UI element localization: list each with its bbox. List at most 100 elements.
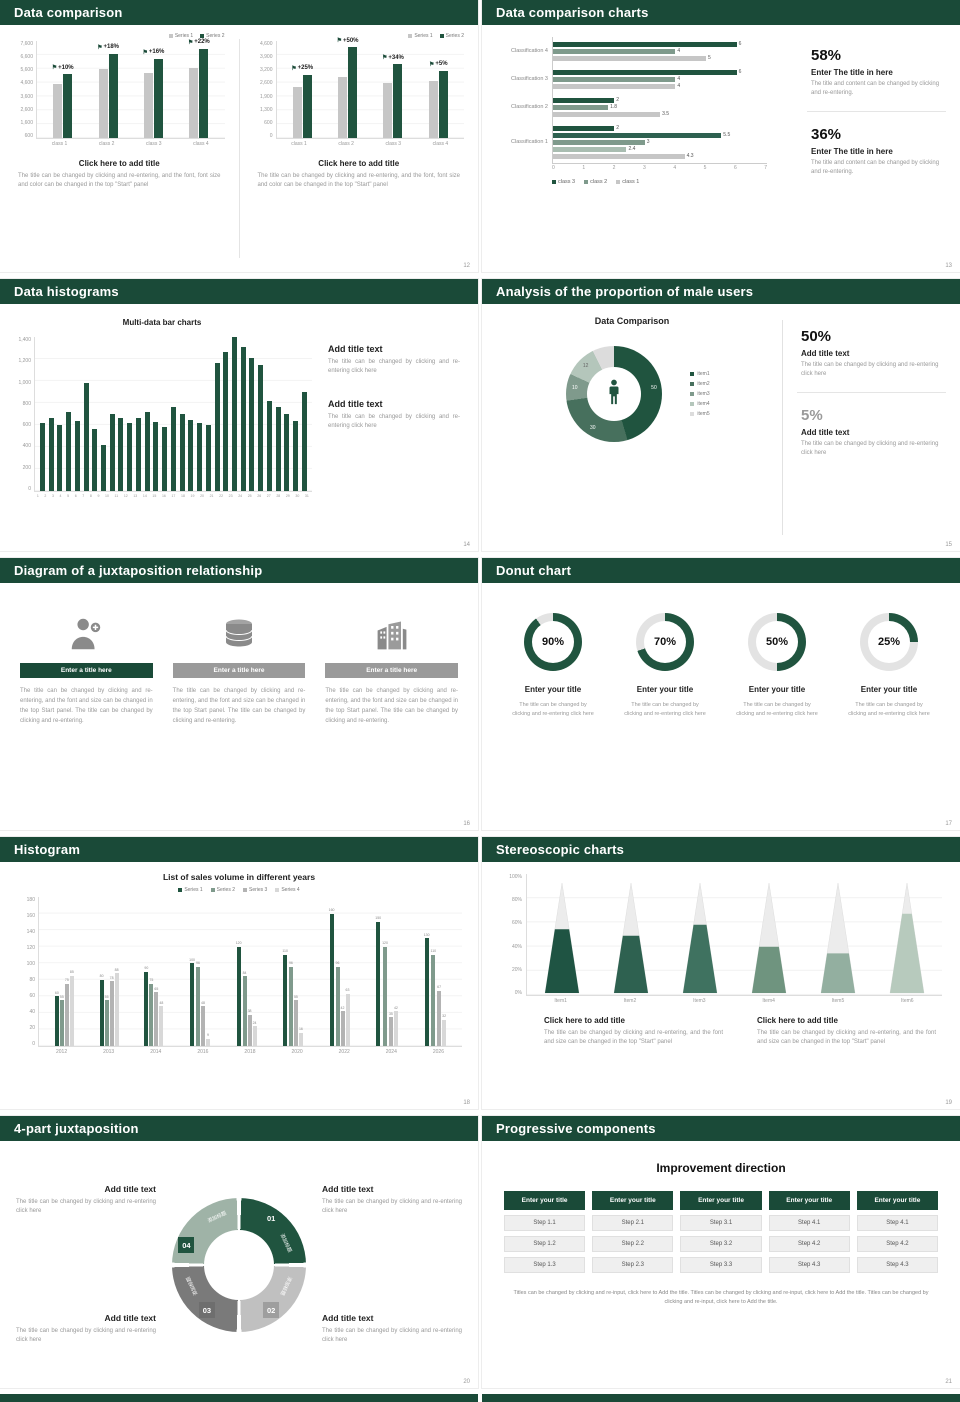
bar: [118, 418, 124, 491]
step-box: Step 4.1: [768, 1215, 850, 1231]
y-tick-label: 0: [32, 1041, 35, 1047]
bar-group: ⚑ +10%: [51, 41, 74, 138]
bar-group: [66, 337, 72, 491]
slide-title: Data comparison: [14, 5, 123, 20]
bar-wrap: [53, 41, 63, 138]
x-tick-label: 19: [190, 494, 195, 498]
bar-wrap: 42: [340, 897, 345, 1046]
bar-line: 5.5: [553, 132, 791, 138]
slide-title: Analysis of the proportion of male users: [496, 284, 754, 299]
x-tick-label: 2014: [150, 1049, 162, 1055]
donut-gauge: 90%: [524, 613, 582, 671]
cone: [751, 882, 787, 994]
y-tick-label: 600: [264, 119, 273, 126]
y-tick-label: 2,600: [259, 80, 273, 87]
slide-body: Data Comparison 50 30 10 12 item1 item2 item3…: [482, 304, 960, 551]
gauge-value: 25%: [868, 621, 910, 663]
slide-thumbnail-19[interactable]: Stereoscopic charts 100% 80% 60% 40% 20% 0% It…: [481, 836, 960, 1110]
bar: [275, 407, 281, 491]
bar-value-label: 75: [64, 978, 69, 983]
bar: [438, 70, 448, 138]
slide-thumbnail-21[interactable]: Progressive components Improvement direc…: [481, 1115, 960, 1389]
bar-group: [144, 337, 150, 491]
bar-wrap: [153, 337, 159, 491]
bar-line: 2: [553, 125, 791, 131]
slide-thumbnail-15[interactable]: Analysis of the proportion of male users…: [481, 278, 960, 552]
x-tick-label: 6: [74, 494, 77, 498]
grouped-bar-chart: 7,600 6,600 5,600 4,600 3,600 2,600 1,600 600 ⚑ +…: [14, 39, 225, 149]
legend-label: class 2: [590, 179, 608, 185]
donut-area: 50 30 10 12 item1 item2 item3 item4 item5: [482, 334, 782, 454]
gauge-block: 70% Enter your title The title can be ch…: [616, 613, 714, 830]
y-tick-label: 100%: [509, 874, 522, 880]
gauge-heading: Enter your title: [636, 685, 694, 694]
x-tick-label: 2012: [55, 1049, 68, 1055]
bar: [340, 1011, 345, 1046]
bar: [292, 87, 302, 138]
bar: [48, 418, 54, 491]
y-tick-label: 0%: [514, 989, 522, 996]
slide-thumbnail-14[interactable]: Data histograms Multi-data bar charts 1,…: [0, 278, 479, 552]
y-tick-label: 3,600: [20, 93, 33, 100]
chart-title: Multi-data bar charts: [122, 318, 202, 327]
x-axis: class 1 class 2 class 3 class 4: [36, 139, 225, 149]
bar-value-label: 110: [430, 949, 437, 954]
bar-value-label: 42: [393, 1005, 398, 1010]
bar-wrap: [109, 337, 115, 491]
slide-thumbnail-20[interactable]: 4-part juxtaposition Add title text The …: [0, 1115, 479, 1389]
bar-wrap: [240, 337, 246, 491]
gauge-value: 50%: [756, 621, 798, 663]
bar-group: [109, 337, 115, 491]
bar-group: 80 55 78 88: [99, 897, 119, 1046]
bar-wrap: 65: [154, 897, 159, 1046]
x-tick-label: class 2: [98, 141, 115, 147]
plot-area: ⚑ +10% ⚑ +18% ⚑ +16% ⚑ +22%: [36, 39, 225, 139]
stat-body: The title can be changed by clicking and…: [801, 362, 939, 378]
bar: [553, 83, 676, 89]
x-tick-label: 1: [36, 494, 39, 498]
bar-wrap: 80: [99, 897, 104, 1046]
slide-thumbnail-16[interactable]: Diagram of a juxtaposition relationship …: [0, 557, 479, 831]
bar-wrap: [162, 337, 168, 491]
bar-wrap: [57, 337, 63, 491]
slide-thumbnail-18[interactable]: Histogram List of sales volume in differ…: [0, 836, 479, 1110]
legend-swatch: [690, 372, 695, 376]
step-box: Step 4.1: [856, 1215, 939, 1231]
flag-icon: ⚑: [51, 65, 58, 72]
x-tick-label: 4: [59, 494, 62, 498]
segment-number: 04: [178, 1237, 195, 1254]
legend-item: item1: [690, 371, 710, 377]
column-title-button: Enter your title: [768, 1191, 850, 1210]
column-title-button: Enter your title: [504, 1191, 586, 1210]
chart-title: Data Comparison: [594, 316, 670, 326]
bar-wrap: [232, 337, 238, 491]
stats-column: 58% Enter The title in here The title an…: [807, 37, 946, 272]
bar-wrap: [127, 337, 133, 491]
process-column: Enter your title Step 3.1 Step 3.2 Step 3.3: [680, 1191, 762, 1273]
text-block: Add title text The title can be changed …: [16, 1313, 156, 1346]
y-tick-label: 140: [26, 929, 35, 935]
bar-wrap: [98, 41, 108, 138]
slide-thumbnail-17[interactable]: Donut chart 90% Enter your title The tit…: [481, 557, 960, 831]
page-number: 17: [945, 821, 952, 827]
legend-swatch: [210, 888, 215, 892]
bar: [188, 419, 194, 491]
vertical-divider: [238, 39, 240, 258]
slide-thumbnail-13[interactable]: Data comparison charts Classification 4 6…: [481, 0, 960, 273]
slide-body: 100% 80% 60% 40% 20% 0% Item1 Item2 Item3 Item4 It…: [482, 862, 960, 1109]
block-heading: Add title text: [322, 1312, 374, 1323]
ring-hole: [204, 1229, 274, 1300]
y-tick-label: 200: [22, 464, 31, 471]
bar-wrap: 96: [195, 897, 200, 1046]
x-axis: 1 2 3 4 5 6 7 8 9 10 11 12 13 14 15 16 17 18 19 20 21 22 23 24 2…: [34, 492, 312, 502]
x-tick-label: class 2: [338, 141, 354, 147]
bar: [288, 966, 293, 1046]
slide-thumbnail-12[interactable]: Data comparison Series 1 Series 2 7,600 6,…: [0, 0, 479, 273]
grouped-bar-chart: 4,600 3,900 3,200 2,600 1,900 1,300 600 0 ⚑ +25% ⚑…: [254, 38, 464, 149]
slide-body: Improvement direction Enter your title St…: [482, 1141, 960, 1388]
block-body: The title can be changed by clicking and…: [16, 1327, 156, 1344]
x-tick-label: Item5: [831, 998, 845, 1004]
legend-label: Series 1: [174, 33, 194, 39]
section-heading: Improvement direction: [656, 1161, 786, 1175]
bar: [74, 420, 80, 491]
